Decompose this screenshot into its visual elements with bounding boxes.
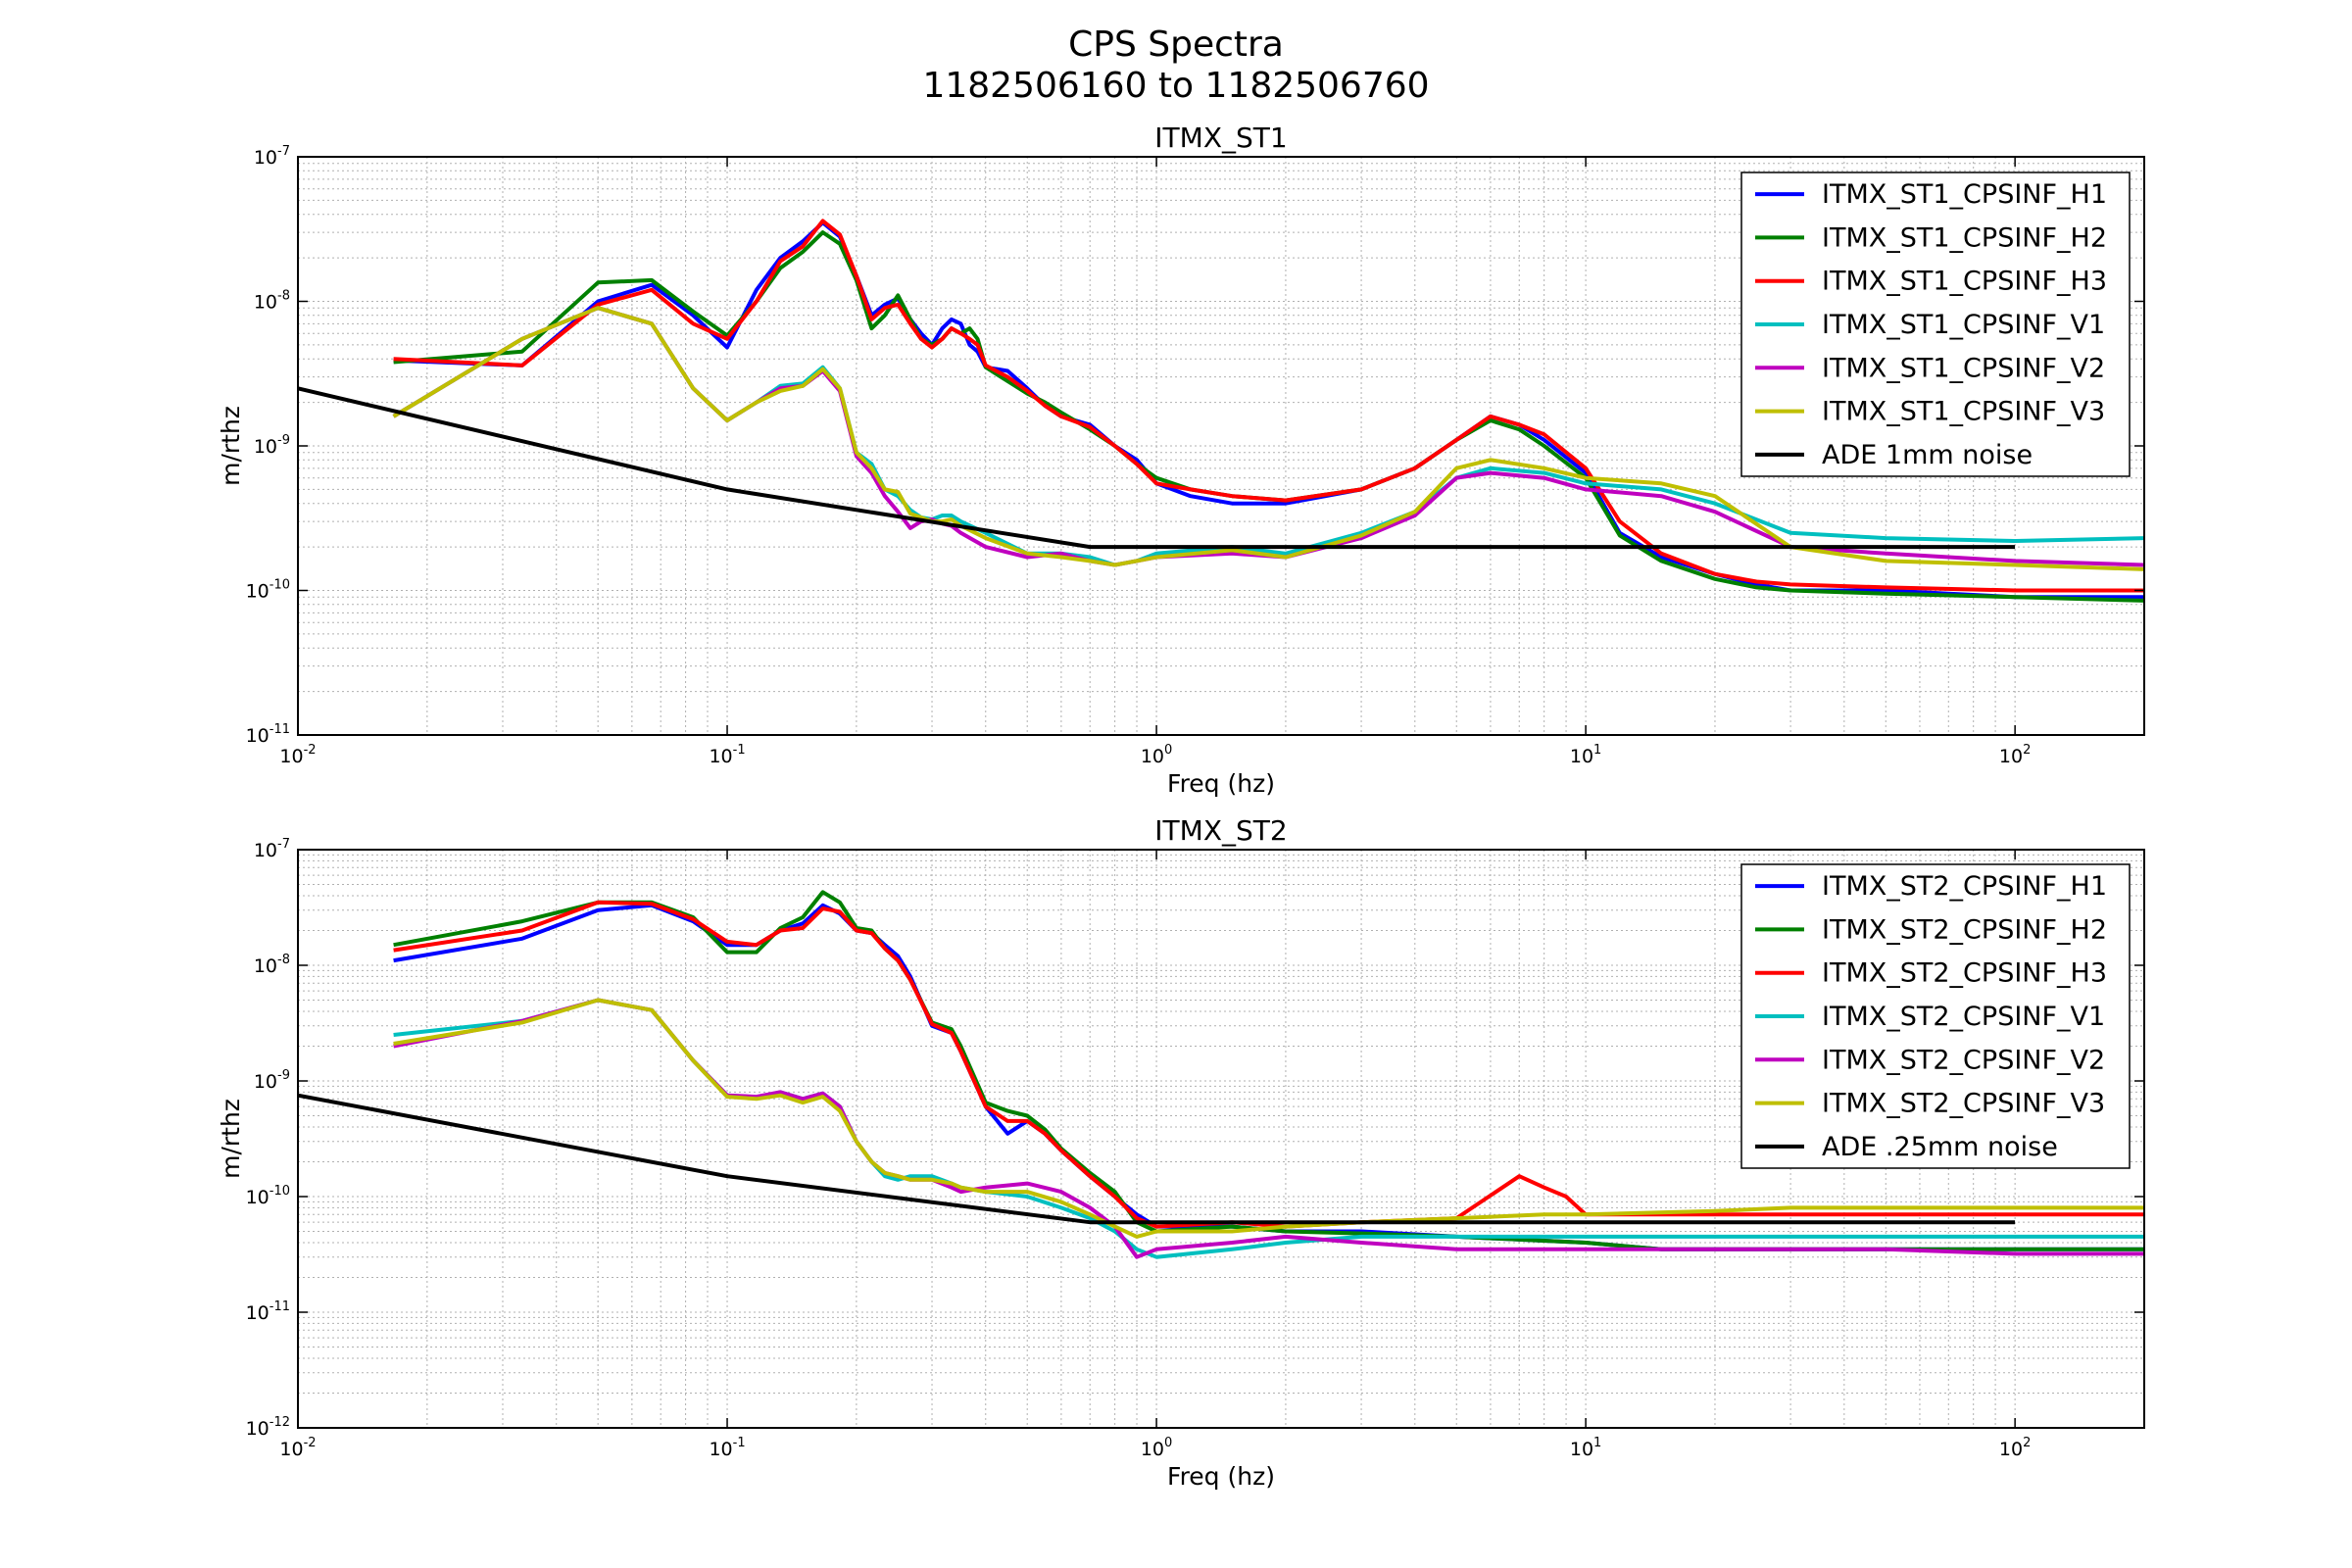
figure-title: CPS Spectra (1068, 24, 1284, 65)
series-line-itmx-st2-cpsinf-h3 (393, 900, 2144, 1229)
legend: ITMX_ST2_CPSINF_H1 ITMX_ST2_CPSINF_H2 ITMX… (1740, 863, 2131, 1169)
y-tick-label: 10-9 (254, 433, 290, 458)
subplot-2: 10-2 10-1 100 101 102 10-12 10-11 10-10 10-9 10-8… (217, 814, 2145, 1491)
x-tick-label: 102 (1999, 1436, 2031, 1460)
x-tick-label: 100 (1141, 743, 1172, 767)
x-axis-label: Freq (hz) (1167, 1462, 1275, 1491)
series-line-itmx-st1-cpsinf-h1 (393, 220, 2144, 600)
x-tick-label: 102 (1999, 743, 2031, 767)
legend-label: ITMX_ST2_CPSINF_V3 (1822, 1089, 2105, 1119)
legend-label: ITMX_ST2_CPSINF_H2 (1822, 914, 2107, 945)
legend-label: ITMX_ST1_CPSINF_V1 (1822, 310, 2105, 340)
series-group (298, 890, 2144, 1259)
y-tick-label: 10-11 (246, 1299, 290, 1324)
legend-label: ITMX_ST2_CPSINF_V1 (1822, 1002, 2105, 1032)
x-tick-label: 10-1 (709, 743, 745, 767)
legend-label: ITMX_ST1_CPSINF_V2 (1822, 353, 2105, 383)
figure-subtitle: 1182506160 to 1182506760 (922, 66, 1430, 106)
subplot-title: ITMX_ST2 (1154, 814, 1287, 847)
series-line-itmx-st2-cpsinf-v3 (393, 998, 2144, 1239)
y-tick-label: 10-9 (254, 1068, 290, 1093)
y-tick-label: 10-11 (246, 722, 290, 747)
y-tick-label: 10-10 (246, 578, 290, 603)
legend-label: ITMX_ST1_CPSINF_H1 (1822, 179, 2107, 210)
x-tick-label: 101 (1570, 743, 1601, 767)
legend-label: ITMX_ST1_CPSINF_V3 (1822, 397, 2105, 427)
legend: ITMX_ST1_CPSINF_H1 ITMX_ST1_CPSINF_H2 ITMX… (1740, 172, 2131, 477)
y-tick-label: 10-7 (254, 837, 290, 861)
subplot-title: ITMX_ST1 (1154, 122, 1287, 154)
subplot-1: 10-2 10-1 100 101 102 10-11 10-10 10-9 10-8 10-7 I… (217, 122, 2145, 798)
legend-label: ITMX_ST1_CPSINF_H3 (1822, 267, 2107, 297)
y-tick-label: 10-8 (254, 289, 290, 314)
legend-label: ADE .25mm noise (1822, 1132, 2058, 1162)
series-line-ade-1mm-noise (298, 386, 2016, 550)
x-tick-label: 101 (1570, 1436, 1601, 1460)
legend-label: ADE 1mm noise (1822, 440, 2033, 470)
legend-frame (1740, 172, 2131, 477)
series-line-itmx-st1-cpsinf-v3 (392, 306, 2144, 571)
y-axis-label: m/rthz (217, 406, 245, 486)
x-tick-label: 10-2 (279, 1436, 316, 1460)
series-group (298, 219, 2144, 603)
series-line-itmx-st1-cpsinf-h2 (393, 230, 2144, 603)
y-tick-label: 10-10 (246, 1184, 290, 1208)
legend-label: ITMX_ST2_CPSINF_V2 (1822, 1045, 2105, 1075)
axes-frame (297, 849, 2145, 1429)
legend-label: ITMX_ST2_CPSINF_H1 (1822, 871, 2107, 902)
x-tick-label: 10-2 (279, 743, 316, 767)
y-axis-label: m/rthz (217, 1099, 245, 1179)
y-tick-label: 10-12 (246, 1415, 290, 1440)
legend-frame (1740, 863, 2131, 1169)
x-tick-label: 10-1 (709, 1436, 745, 1460)
x-tick-label: 100 (1141, 1436, 1172, 1460)
series-line-ade-25mm-noise (298, 1093, 2016, 1225)
series-line-itmx-st1-cpsinf-h3 (393, 219, 2144, 593)
x-axis-label: Freq (hz) (1167, 769, 1275, 798)
legend-label: ITMX_ST1_CPSINF_H2 (1822, 222, 2107, 253)
y-tick-label: 10-8 (254, 953, 290, 977)
legend-label: ITMX_ST2_CPSINF_H3 (1822, 958, 2107, 989)
y-tick-label: 10-7 (254, 144, 290, 169)
